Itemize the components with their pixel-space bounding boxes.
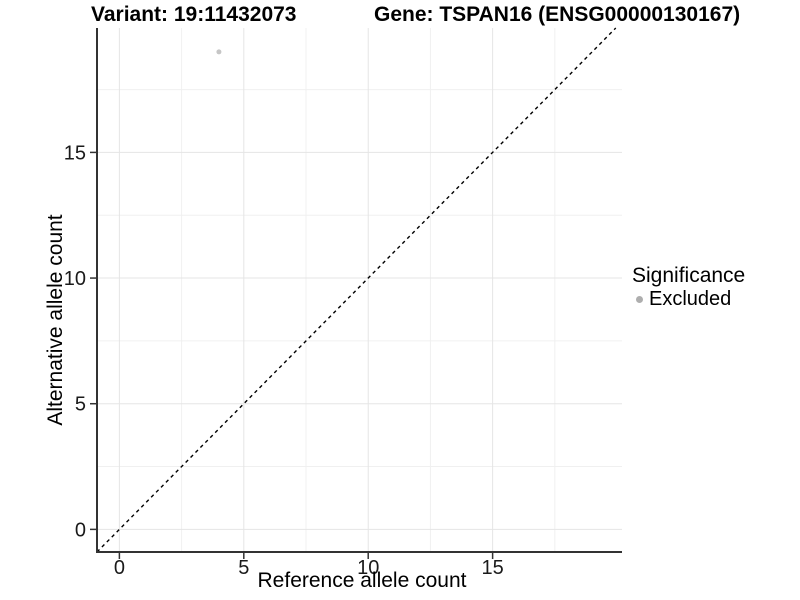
x-tick-label: 15 xyxy=(481,557,503,579)
data-point xyxy=(216,49,222,55)
y-tick-label: 0 xyxy=(75,519,86,541)
identity-line xyxy=(96,27,617,553)
legend-items: Excluded xyxy=(632,288,745,310)
y-axis-label: Alternative allele count xyxy=(44,214,67,426)
x-tick-label: 0 xyxy=(114,557,125,579)
plot-title-variant: Variant: 19:11432073 xyxy=(91,3,297,26)
x-tick-label: 5 xyxy=(238,557,249,579)
y-tick-label: 5 xyxy=(75,394,86,416)
legend: Significance Excluded xyxy=(632,264,745,310)
legend-title: Significance xyxy=(632,264,746,287)
legend-key-dot-icon xyxy=(636,295,643,303)
x-axis-label: Reference allele count xyxy=(257,569,467,592)
legend-item-label: Excluded xyxy=(649,288,732,310)
x-tick-label: 10 xyxy=(357,557,379,579)
y-tick-label: 10 xyxy=(64,268,86,290)
legend-item: Excluded xyxy=(632,288,745,310)
y-tick-label: 15 xyxy=(64,142,86,164)
plot-title-gene: Gene: TSPAN16 (ENSG00000130167) xyxy=(374,3,741,26)
